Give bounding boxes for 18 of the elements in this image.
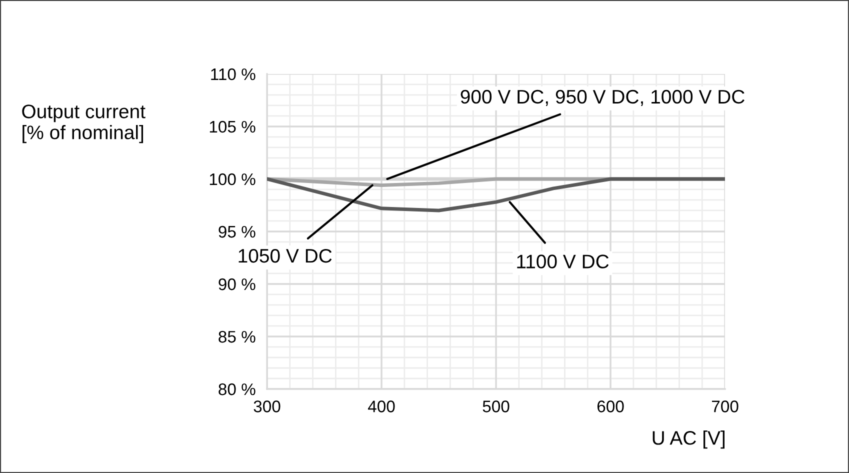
annotation: 1100 V DC [517,254,609,268]
y-tick-label: 105 % [210,120,256,133]
x-tick-label: 500 [482,400,510,412]
x-tick-label: 400 [368,400,395,412]
y-axis-title: Output current [% of nominal] [22,104,146,144]
annotation: 900 V DC, 950 V DC, 1000 V DC [460,90,744,106]
y-tick-label: 100 % [210,173,256,186]
x-tick-label: 300 [254,400,280,412]
y-tick-label: 110 % [211,68,256,80]
y-tick-label: 90 % [218,278,256,290]
x-tick-label: 700 [712,400,738,412]
y-tick-label: 85 % [218,330,256,343]
annotation: 1050 V DC [238,248,332,263]
x-axis-title: U AC [V] [652,430,725,449]
x-tick-label: 600 [597,400,624,412]
y-tick-label: 80 % [218,383,256,396]
y-tick-label: 95 % [218,226,256,238]
line-series [267,177,726,212]
